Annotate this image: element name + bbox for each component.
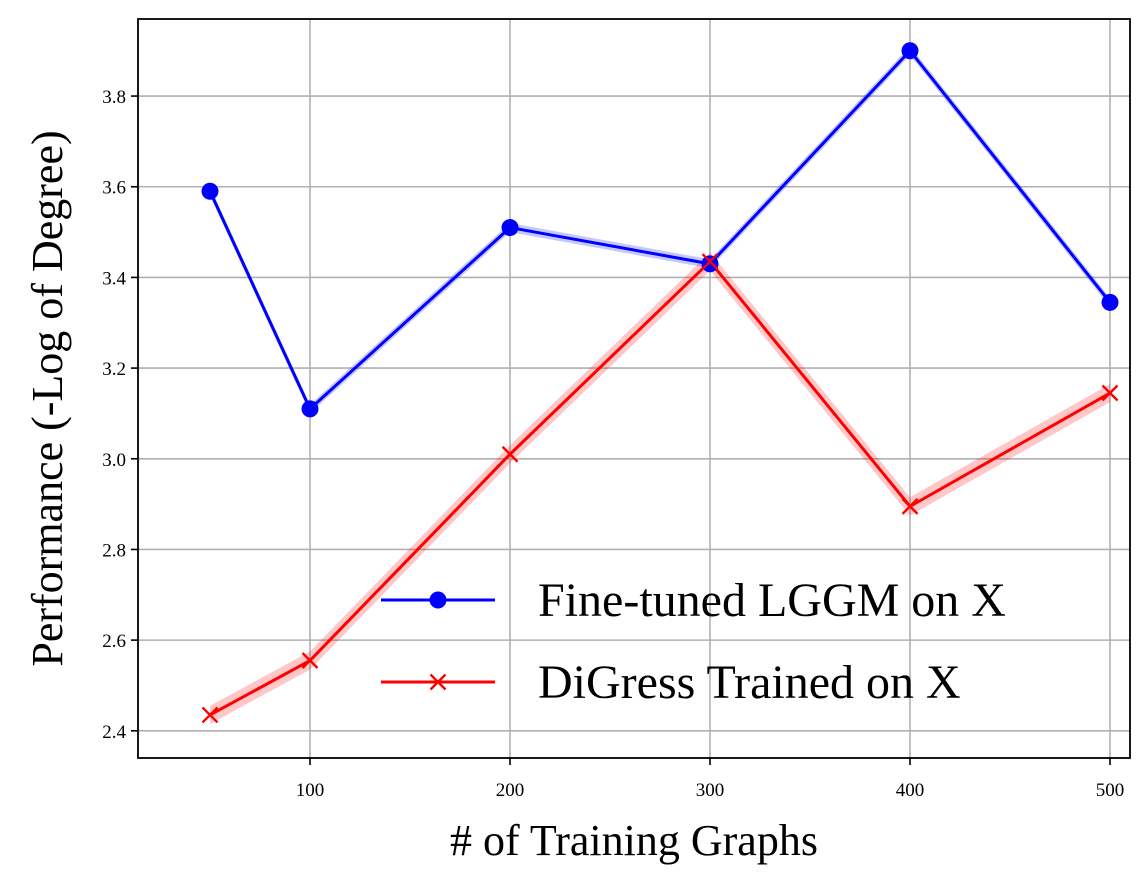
grid-lines xyxy=(138,19,1130,758)
y-tick-label: 2.8 xyxy=(102,540,126,561)
x-axis-ticks: 100 200 300 400 500 xyxy=(296,758,1125,801)
legend-label: Fine-tuned LGGM on X xyxy=(538,574,1006,627)
legend-label: DiGress Trained on X xyxy=(538,656,961,709)
y-tick-label: 3.0 xyxy=(102,450,126,471)
x-marker-stroke xyxy=(1101,384,1119,402)
series-lines xyxy=(208,48,1112,717)
series-line-1 xyxy=(209,259,1111,717)
y-tick-label: 3.8 xyxy=(102,87,126,108)
x-tick-label: 300 xyxy=(696,780,725,801)
data-point-circle xyxy=(1101,293,1119,311)
data-point-x xyxy=(501,445,519,463)
data-point-x xyxy=(1101,384,1119,402)
data-point-x xyxy=(901,498,919,515)
data-point-x xyxy=(701,253,719,270)
y-tick-label: 3.4 xyxy=(102,268,126,289)
y-tick-label: 2.4 xyxy=(102,722,126,743)
x-tick-label: 400 xyxy=(896,780,925,801)
legend-marker-x xyxy=(429,673,447,691)
x-tick-label: 500 xyxy=(1096,780,1125,801)
series-line-0 xyxy=(208,48,1112,412)
data-point-x xyxy=(201,706,219,724)
x-marker-stroke xyxy=(301,652,319,669)
x-marker-stroke xyxy=(201,706,219,724)
y-axis-ticks: 2.4 2.6 2.8 3.0 3.2 3.4 3.6 3.8 xyxy=(102,87,138,743)
legend-marker-circle xyxy=(429,591,447,609)
series-band-0 xyxy=(210,46,1110,414)
legend-item-1: DiGress Trained on X xyxy=(381,656,961,709)
plot-frame xyxy=(137,18,1131,759)
series-markers xyxy=(201,42,1119,724)
legend: Fine-tuned LGGM on X DiGress Trained on X xyxy=(381,574,1006,709)
y-axis-label: Performance (-Log of Degree) xyxy=(23,130,72,666)
x-tick-label: 100 xyxy=(296,780,325,801)
x-marker-stroke xyxy=(501,445,519,463)
y-tick-label: 3.6 xyxy=(102,178,126,199)
data-point-circle xyxy=(301,400,319,418)
y-tick-label: 2.6 xyxy=(102,631,126,652)
x-tick-label: 200 xyxy=(496,780,525,801)
data-point-circle xyxy=(901,42,919,60)
series-band-1 xyxy=(210,252,1110,724)
y-tick-label: 3.2 xyxy=(102,359,126,380)
data-point-circle xyxy=(701,255,719,273)
x-marker-stroke xyxy=(701,253,719,270)
x-marker-stroke xyxy=(901,498,919,515)
legend-item-0: Fine-tuned LGGM on X xyxy=(381,574,1006,627)
data-point-x xyxy=(301,652,319,669)
data-point-circle xyxy=(501,219,519,237)
confidence-bands xyxy=(210,46,1110,724)
data-point-circle xyxy=(201,182,219,200)
x-axis-label: # of Training Graphs xyxy=(450,816,818,865)
